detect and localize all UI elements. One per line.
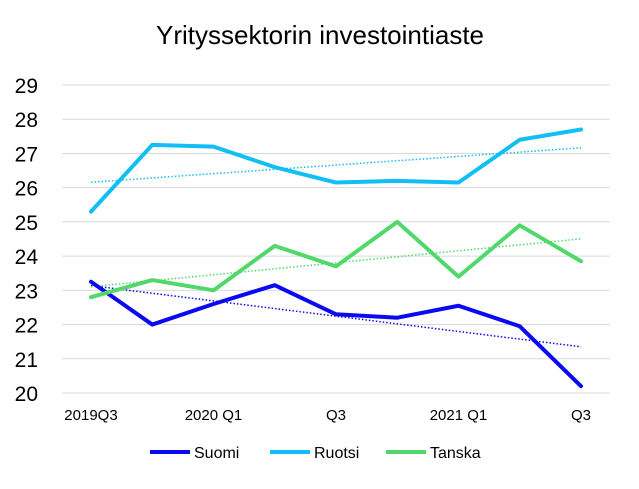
x-tick-label: 2020 Q1 [185,407,243,424]
y-tick-label: 22 [15,315,38,338]
x-tick-label: 2019Q3 [64,407,117,424]
y-tick-label: 27 [15,143,38,166]
legend: Suomi Ruotsi Tanska [150,445,481,462]
series-line-suomi [89,279,583,389]
y-tick-label: 20 [15,383,38,406]
y-tick-label: 26 [15,178,38,201]
trendline-tanska [90,238,582,288]
series-line-tanska [89,219,583,300]
trendlines [90,147,582,348]
y-tick-label: 23 [15,280,38,303]
y-tick-label: 21 [15,349,38,372]
legend-label: Suomi [194,445,239,462]
y-tick-label: 29 [15,75,38,98]
x-tick-label: Q3 [326,407,346,424]
y-axis-ticks: 20 21 22 23 24 25 26 27 28 29 [15,75,39,406]
gridlines [62,84,610,394]
x-axis-ticks: 2019Q3 2020 Q1 Q3 2021 Q1 Q3 [64,407,591,424]
x-tick-label: Q3 [571,407,591,424]
trendline-ruotsi [90,147,582,184]
series-lines [89,127,583,389]
legend-label: Tanska [430,445,481,462]
series-line-ruotsi [89,127,583,214]
x-tick-label: 2021 Q1 [430,407,488,424]
legend-label: Ruotsi [314,445,359,462]
y-tick-label: 28 [15,109,38,132]
chart-title: Yrityssektorin investointiaste [156,20,484,50]
y-tick-label: 25 [15,212,38,235]
y-tick-label: 24 [15,246,39,269]
